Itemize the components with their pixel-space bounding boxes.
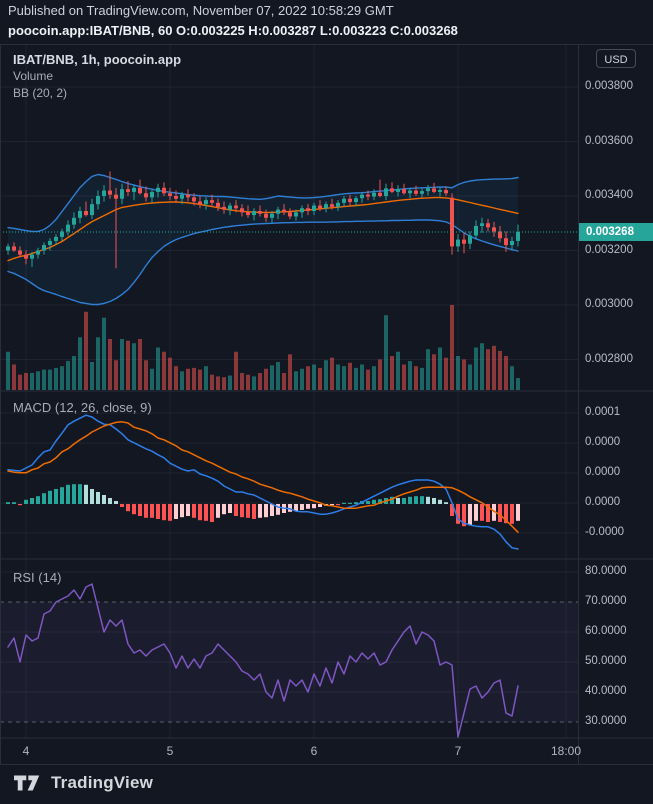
rsi-tick-label: 40.0000 <box>585 685 627 697</box>
time-axis-label: 5 <box>166 744 174 758</box>
chart-canvas[interactable] <box>0 44 653 765</box>
price-tick-label: 0.003600 <box>585 134 633 147</box>
time-axis[interactable]: 4 5 6 7 18:00 <box>0 738 653 765</box>
time-axis-label: 18:00 <box>550 744 582 758</box>
macd-tick-label: 0.0001 <box>585 406 621 418</box>
footer: TradingView <box>14 768 153 798</box>
price-axis[interactable]: USD 0.003268 0.003800 0.003600 0.003400 0.0… <box>579 44 653 738</box>
published-line: Published on TradingView.com, November 0… <box>8 3 394 18</box>
macd-tick-label: 0.0000 <box>585 496 621 508</box>
rsi-tick-label: 80.0000 <box>585 565 627 577</box>
currency-toggle-button[interactable]: USD <box>596 49 636 68</box>
last-price-badge: 0.003268 <box>579 222 653 241</box>
price-tick-label: 0.003200 <box>585 243 633 256</box>
symbol-ohlc-line: poocoin.app:IBAT/BNB, 60 O:0.003225 H:0.… <box>8 23 458 38</box>
tradingview-logo[interactable]: TradingView <box>14 773 153 793</box>
macd-tick-label: 0.0000 <box>585 466 621 478</box>
rsi-tick-label: 30.0000 <box>585 715 627 727</box>
rsi-tick-label: 50.0000 <box>585 655 627 667</box>
chart-frame: IBAT/BNB, 1h, poocoin.app Volume BB (20,… <box>0 44 653 765</box>
price-tick-label: 0.003400 <box>585 189 633 201</box>
time-axis-label: 7 <box>454 744 462 758</box>
tradingview-logo-icon <box>14 775 40 791</box>
price-tick-label: 0.002800 <box>585 352 633 365</box>
macd-tick-label: 0.0000 <box>585 436 621 448</box>
time-axis-label: 6 <box>310 744 318 758</box>
macd-tick-label: -0.0000 <box>585 526 625 538</box>
rsi-tick-label: 60.0000 <box>585 625 627 637</box>
price-tick-label: 0.003000 <box>585 298 633 310</box>
time-axis-label: 4 <box>22 744 30 758</box>
tradingview-logo-text: TradingView <box>51 773 154 792</box>
price-tick-label: 0.003800 <box>585 80 633 92</box>
rsi-tick-label: 70.0000 <box>585 595 627 607</box>
